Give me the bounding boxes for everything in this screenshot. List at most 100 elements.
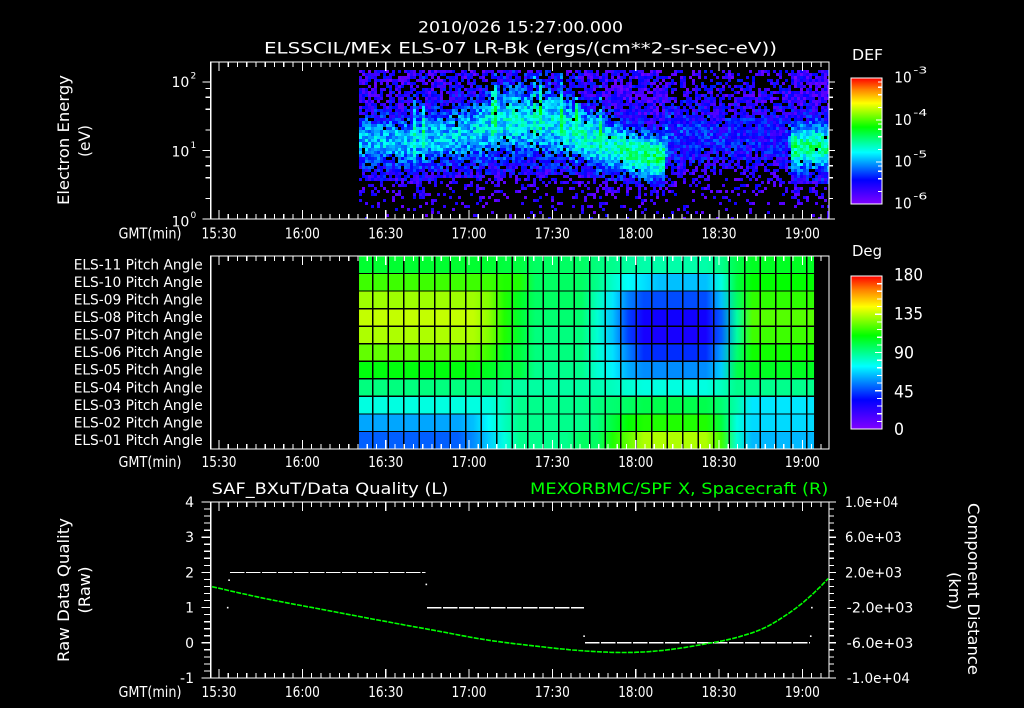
pitch-angle-row: [359, 273, 815, 292]
colorbar-label-exp: -5: [913, 150, 927, 161]
data-quality-point: [228, 579, 230, 581]
x-tick-label: 15:30: [202, 453, 237, 471]
colorbar-labels: 180 135 90 45 0: [894, 266, 923, 439]
right-y-tick-label: -1.0e+04: [847, 671, 910, 687]
pitch-angle-row: [359, 431, 815, 449]
data-quality-point: [811, 606, 813, 609]
pitch-angle-row: [359, 326, 815, 344]
colorbar-ticks: [876, 77, 882, 205]
energy-axis-unit: (eV): [75, 125, 94, 157]
ytick-base: 10: [171, 215, 189, 231]
right-axis-title: Component Distance: [964, 503, 983, 675]
colorbar-label: 180: [894, 266, 923, 285]
colorbar-label: 0: [894, 420, 904, 439]
deg-colorbar: Deg 180 135 90 45 0: [850, 242, 923, 439]
x-tick-label: 17:00: [452, 453, 487, 471]
pitch-angle-row: [359, 378, 815, 397]
electron-energy-spectrogram: [359, 70, 829, 219]
pitch-angle-row: [359, 343, 815, 362]
spectrogram-frame: [210, 61, 830, 220]
right-y-tick-label: 2.0e+03: [845, 565, 902, 581]
x-tick-label: 18:00: [618, 453, 653, 471]
x-tick-label: 15:30: [202, 683, 237, 701]
pitch-row-label: ELS-01 Pitch Angle: [74, 433, 203, 449]
time-axis-title: GMT(min): [119, 453, 182, 471]
line-x-ticks: [218, 502, 822, 678]
x-tick-label: 18:00: [618, 225, 653, 243]
ytick-label-1: 10: [171, 215, 189, 231]
spectrogram-x-ticks: [218, 62, 822, 219]
pitch-angle-row: [359, 396, 815, 414]
pitch-row-label: ELS-06 Pitch Angle: [74, 345, 203, 361]
data-quality-point: [425, 583, 428, 586]
pitch-angle-row: [359, 361, 815, 379]
colorbar-labels: 10-310-410-510-6: [894, 66, 927, 213]
left-axis-title: Raw Data Quality: [54, 518, 73, 662]
pitch-angle-row: [359, 308, 815, 327]
pitch-angle-panel: 15:30 16:00 16:30 17:00 17:30 18:00 18:30 19:00…: [74, 242, 923, 471]
def-colorbar: DEF 10-310-410-510-6: [850, 46, 927, 213]
x-tick-label: 19:00: [785, 225, 820, 243]
plot-title: ELSSCIL/MEx ELS-07 LR-Bk (ergs/(cm**2-sr…: [264, 38, 777, 57]
data-quality-point: [809, 635, 812, 637]
data-quality-point: [583, 635, 585, 637]
x-tick-label: 15:30: [202, 225, 237, 243]
x-tick-label: 16:00: [285, 225, 320, 243]
x-tick-label: 16:30: [368, 225, 403, 243]
spectrogram-x-labels: 15:30 16:00 16:30 17:00 17:30 18:00 18:30 19:00: [202, 225, 820, 243]
pitch-angle-frame: [210, 255, 830, 450]
x-tick-label: 16:30: [368, 683, 403, 701]
colorbar-label-base: 10: [894, 153, 911, 171]
colorbar-label: 45: [894, 382, 914, 401]
time-axis-title: GMT(min): [119, 225, 182, 243]
pitch-row-label: ELS-05 Pitch Angle: [74, 363, 203, 379]
x-tick-label: 17:30: [535, 225, 570, 243]
pitch-row-label: ELS-03 Pitch Angle: [74, 398, 203, 414]
pitch-x-ticks: [218, 256, 822, 449]
ytick-exp-1: 0: [191, 211, 197, 221]
x-tick-label: 17:30: [535, 683, 570, 701]
pitch-row-label: ELS-09 Pitch Angle: [74, 292, 203, 308]
left-series-title: SAF_BXuT/Data Quality (L): [212, 479, 449, 499]
data-quality-panel: SAF_BXuT/Data Quality (L) MEXORBMC/SPF X…: [54, 479, 983, 701]
line-plot-frame: [210, 501, 830, 679]
line-y-labels: 4 3 2 1 0 -1 1.0e+04 6.0e+03 2.0e+03 -2.0e+03 -6.0…: [180, 495, 913, 687]
left-y-tick-label: 3: [185, 530, 194, 546]
x-tick-label: 16:00: [285, 683, 320, 701]
ytick-label-10: 10: [171, 145, 189, 161]
colorbar-label-exp: -4: [913, 108, 927, 119]
pitch-angle-row: [359, 291, 815, 309]
right-series-title: MEXORBMC/SPF X, Spacecraft (R): [530, 479, 828, 498]
left-y-tick-label: 4: [185, 495, 194, 511]
left-y-tick-label: -1: [180, 671, 194, 687]
right-y-tick-label: 6.0e+03: [845, 530, 902, 546]
time-axis-title: GMT(min): [119, 683, 182, 701]
colorbar-frame: [850, 77, 883, 205]
line-series: [211, 571, 829, 654]
left-y-tick-label: 1: [185, 601, 194, 617]
ytick-base: 10: [171, 75, 189, 91]
colorbar-title: Deg: [852, 242, 882, 260]
spectrogram-panel: 15:30 16:00 16:30 17:00 17:30 18:00 18:30 19:00…: [54, 46, 927, 243]
pitch-row-label: ELS-08 Pitch Angle: [74, 310, 203, 326]
x-tick-label: 18:30: [702, 225, 737, 243]
x-tick-label: 18:30: [702, 453, 737, 471]
left-y-tick-label: 2: [185, 565, 194, 581]
line-x-labels: 15:30 16:00 16:30 17:00 17:30 18:00 18:30 19:00: [202, 683, 820, 701]
x-tick-label: 16:30: [368, 453, 403, 471]
right-y-tick-label: -2.0e+03: [847, 601, 914, 617]
colorbar-gradient: [851, 78, 882, 204]
pitch-row-label: ELS-10 Pitch Angle: [74, 275, 203, 291]
pitch-angle-grid: [359, 256, 815, 449]
x-tick-label: 19:00: [785, 683, 820, 701]
colorbar-label-base: 10: [894, 194, 911, 212]
colorbar-label-base: 10: [894, 111, 911, 129]
pitch-row-label: ELS-07 Pitch Angle: [74, 328, 203, 344]
data-quality-point: [226, 606, 229, 609]
pitch-x-labels: 15:30 16:00 16:30 17:00 17:30 18:00 18:30 19:00: [202, 453, 820, 471]
spectrogram-y-ticks: [202, 81, 835, 220]
x-tick-label: 17:30: [535, 453, 570, 471]
ytick-exp-100: 2: [191, 72, 197, 82]
left-y-tick-label: 0: [185, 636, 194, 652]
